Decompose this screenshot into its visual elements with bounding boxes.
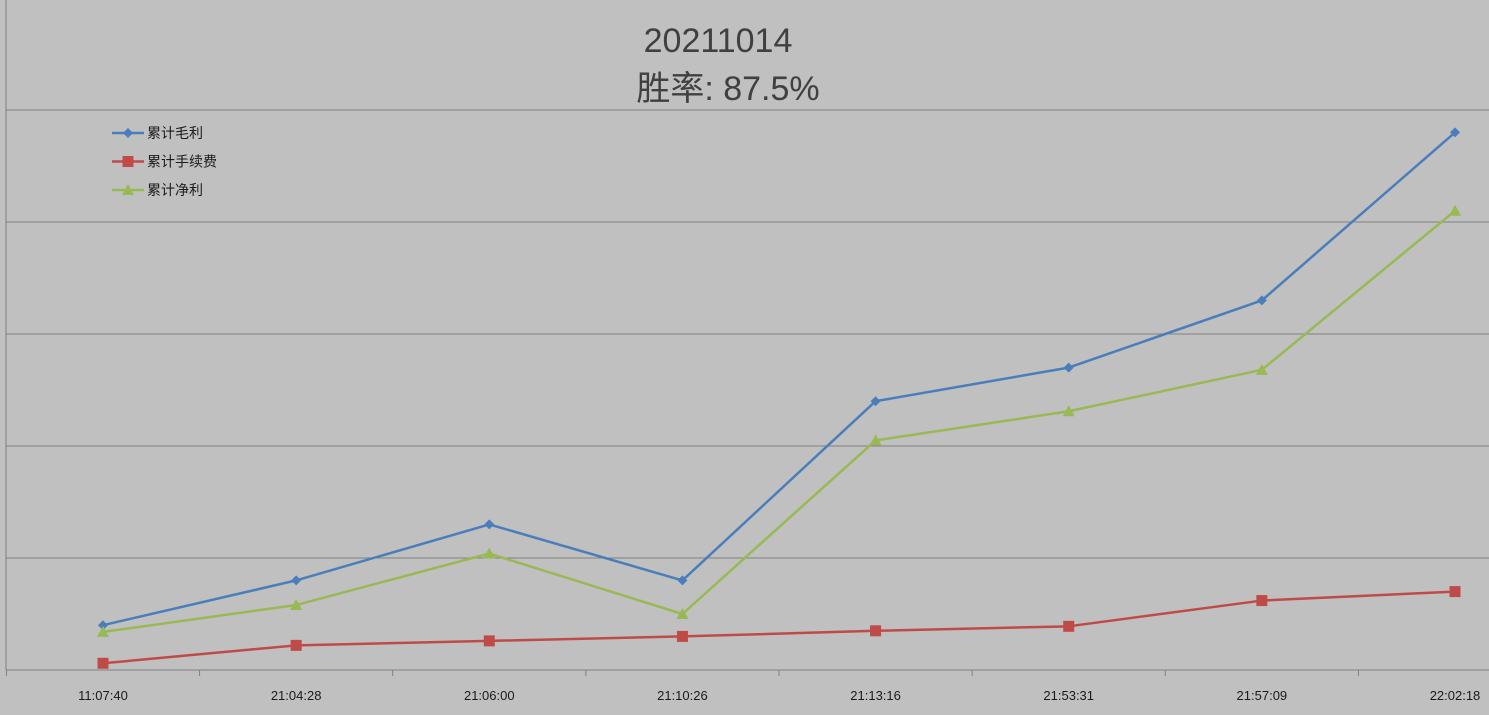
series-line	[102, 209, 1456, 634]
data-point-diamond	[123, 128, 133, 138]
series	[97, 586, 1461, 669]
x-tick-label: 21:04:28	[271, 688, 322, 703]
data-point-square	[97, 657, 109, 669]
data-point-diamond	[870, 396, 881, 407]
data-point-triangle	[676, 608, 689, 619]
x-tick-label: 21:53:31	[1043, 688, 1094, 703]
data-point-diamond	[484, 519, 495, 530]
data-point-square	[290, 639, 302, 651]
chart-subtitle: 胜率: 87.5%	[636, 70, 819, 108]
series-line	[102, 131, 1456, 627]
data-point-triangle	[1449, 204, 1461, 216]
data-point-square	[483, 635, 495, 647]
data-point-diamond	[291, 575, 302, 586]
x-tick-label: 11:07:40	[78, 688, 128, 703]
data-point-diamond	[677, 575, 688, 586]
data-point-diamond	[1450, 127, 1460, 138]
data-point-square	[676, 630, 688, 642]
data-point-diamond	[1063, 362, 1074, 373]
legend-item: 累计净利	[112, 183, 203, 199]
data-point-triangle	[869, 434, 882, 446]
series	[98, 127, 1460, 631]
data-point-triangle	[1255, 363, 1268, 375]
x-tick-label: 22:02:18	[1430, 688, 1481, 703]
data-point-diamond	[1256, 295, 1267, 306]
series-line	[102, 590, 1456, 665]
data-point-triangle	[483, 547, 496, 559]
x-tick-label: 21:57:09	[1237, 688, 1288, 703]
legend-label: 累计手续费	[147, 154, 217, 171]
data-point-square	[1256, 595, 1268, 607]
chart-title: 20211014	[644, 22, 793, 60]
legend-label: 累计净利	[147, 183, 203, 199]
data-point-diamond	[98, 620, 108, 631]
legend-item: 累计毛利	[112, 126, 203, 142]
gridlines	[5, 0, 1489, 670]
series	[97, 204, 1461, 637]
data-point-square	[1063, 620, 1075, 632]
data-point-triangle	[97, 625, 109, 637]
x-tick-label: 21:06:00	[464, 688, 515, 703]
series-group	[97, 127, 1461, 669]
x-tick-label: 21:13:16	[850, 688, 901, 703]
data-point-triangle	[122, 184, 134, 195]
x-tick-label: 21:10:26	[657, 688, 708, 703]
data-point-square	[870, 625, 882, 637]
data-point-square	[122, 156, 134, 167]
data-point-triangle	[290, 599, 303, 611]
legend-label: 累计毛利	[147, 126, 203, 142]
legend-item: 累计手续费	[112, 154, 217, 171]
data-point-triangle	[1062, 405, 1075, 417]
x-axis: 11:07:40 21:04:28 21:06:00 21:10:26 21:13:16…	[5, 669, 1489, 703]
data-point-square	[1449, 586, 1461, 598]
